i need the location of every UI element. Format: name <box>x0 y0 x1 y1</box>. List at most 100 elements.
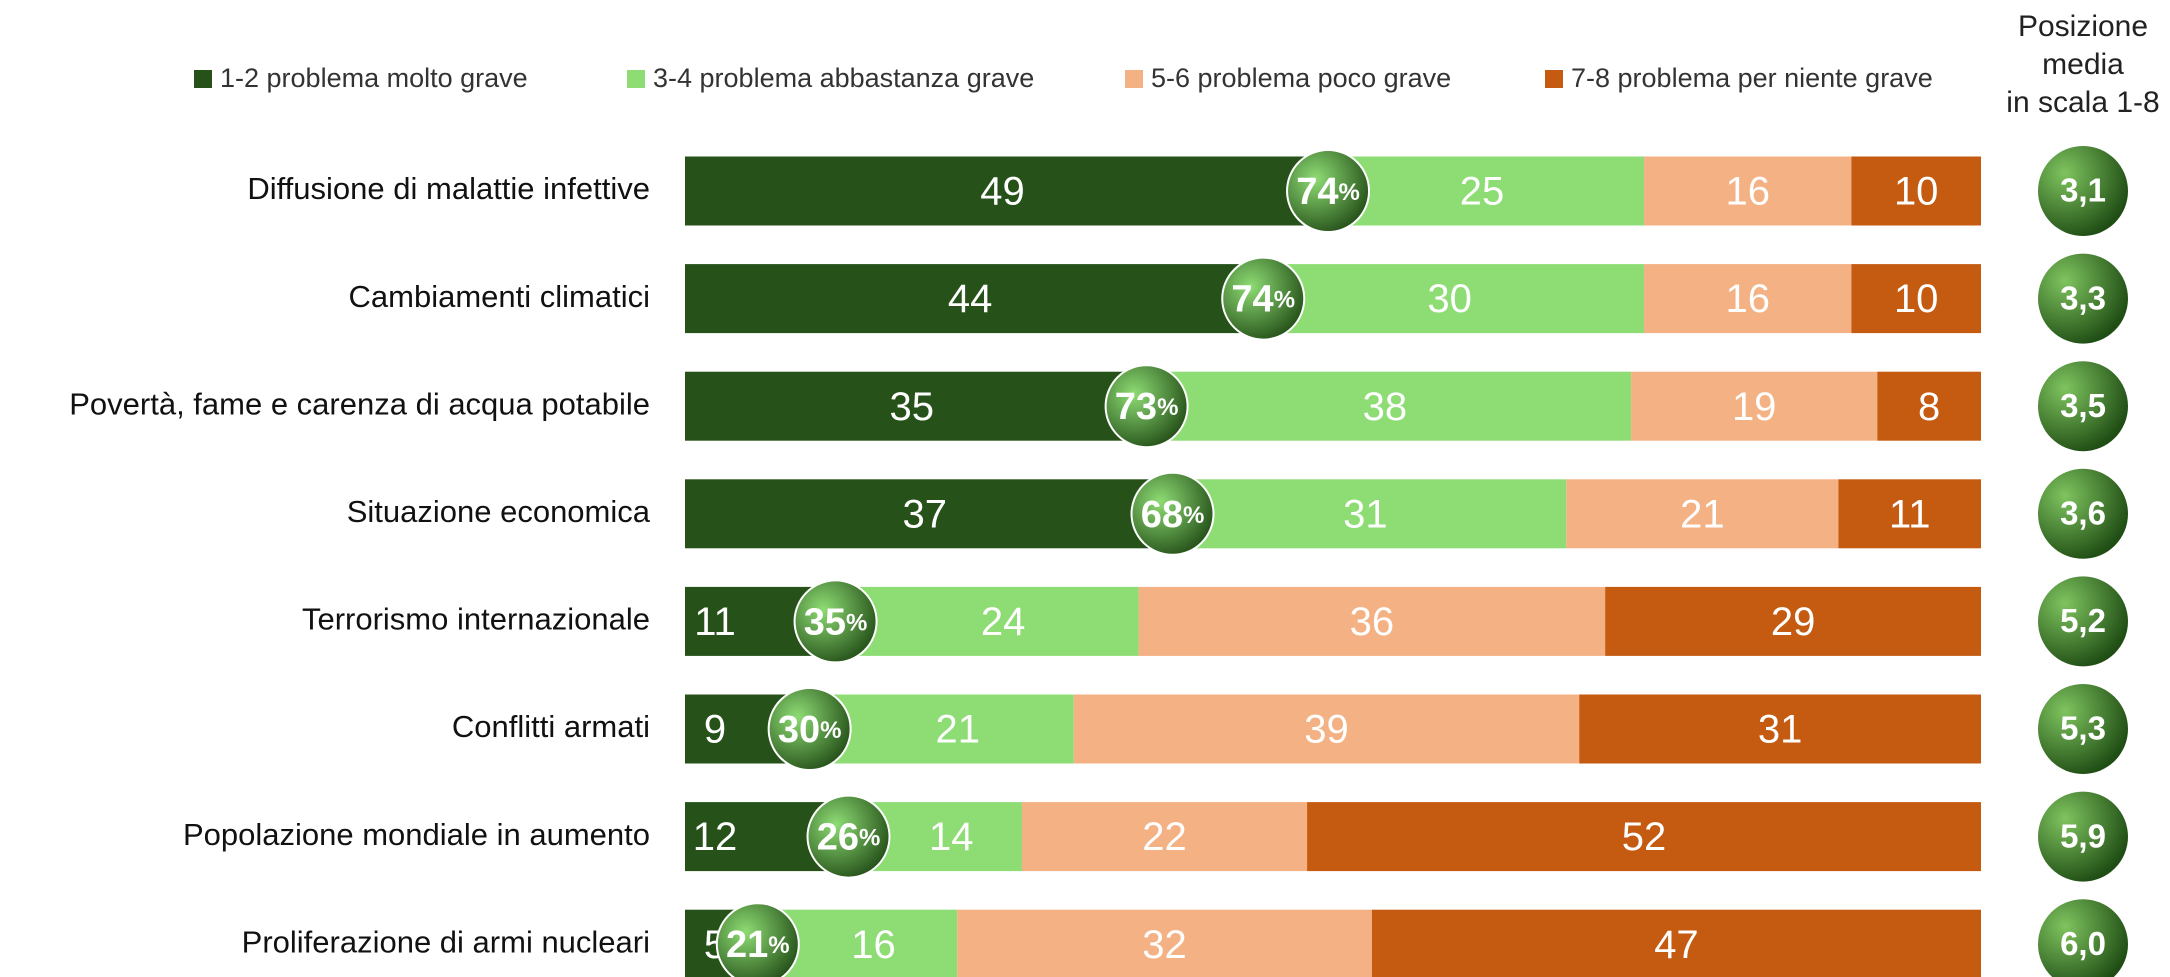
bar-segment <box>1644 156 1852 226</box>
bar-segment <box>1307 802 1981 872</box>
total-value: 21 <box>726 924 768 966</box>
total-badge <box>767 687 852 771</box>
segment-label: 10 <box>1894 170 1939 214</box>
total-label: 21% <box>726 924 790 966</box>
mean-label: 5,9 <box>2060 817 2106 854</box>
total-badge <box>1221 256 1306 341</box>
category-label: Conflitti armati <box>452 709 650 744</box>
bar-segment <box>1138 371 1632 441</box>
segment-label: 11 <box>694 600 736 644</box>
means-header: media <box>2042 48 2124 81</box>
category-label: Diffusione di malattie infettive <box>247 171 650 206</box>
total-badge <box>806 794 891 879</box>
total-value: 30 <box>778 709 820 751</box>
bar-segment <box>1138 586 1606 656</box>
bar-segment <box>1371 909 1981 977</box>
legend-label: 3-4 problema abbastanza grave <box>653 63 1034 93</box>
segment-label: 32 <box>1142 923 1187 967</box>
total-value: 68 <box>1141 494 1183 536</box>
mean-badge <box>2038 468 2128 559</box>
segment-label: 47 <box>1654 923 1699 967</box>
total-label: 30% <box>778 709 842 751</box>
mean-label: 3,1 <box>2060 172 2106 209</box>
total-value: 74 <box>1231 279 1273 321</box>
category-label: Cambiamenti climatici <box>349 279 650 314</box>
segment-label: 14 <box>929 815 974 859</box>
total-unit: % <box>1183 502 1204 529</box>
total-unit: % <box>846 610 867 637</box>
legend-swatch <box>1545 70 1563 88</box>
segment-label: 35 <box>890 385 935 429</box>
mean-label: 3,5 <box>2060 387 2106 424</box>
segment-label: 8 <box>1918 385 1940 429</box>
bar-segment <box>1320 156 1645 226</box>
mean-badge <box>2038 253 2128 344</box>
bar-segment <box>1851 264 1981 334</box>
category-label: Popolazione mondiale in aumento <box>183 817 650 852</box>
bar-segment <box>1073 694 1580 764</box>
segment-label: 31 <box>1758 708 1803 752</box>
category-label: Povertà, fame e carenza di acqua potabil… <box>69 386 650 421</box>
bar-segment <box>685 264 1256 334</box>
category-label: Terrorismo internazionale <box>302 602 650 637</box>
total-unit: % <box>820 717 841 744</box>
segment-label: 49 <box>980 170 1025 214</box>
total-unit: % <box>1157 395 1178 422</box>
total-label: 74% <box>1231 279 1295 321</box>
segment-label: 10 <box>1894 277 1939 321</box>
mean-badge <box>2038 576 2128 667</box>
total-badge <box>1130 471 1215 556</box>
segment-label: 37 <box>903 492 948 536</box>
bar-segment <box>1877 371 1981 441</box>
total-badge <box>1286 149 1371 233</box>
segment-label: 29 <box>1771 600 1816 644</box>
segment-label: 25 <box>1460 170 1505 214</box>
mean-label: 6,0 <box>2060 925 2106 962</box>
segment-label: 11 <box>1889 492 1931 536</box>
segment-label: 39 <box>1304 708 1349 752</box>
bar-segment <box>827 586 1139 656</box>
bar-segment <box>1255 264 1645 334</box>
segment-label: 36 <box>1350 600 1395 644</box>
segment-label: 31 <box>1343 492 1388 536</box>
total-label: 73% <box>1115 386 1179 428</box>
total-value: 73 <box>1115 386 1157 428</box>
total-badge <box>793 579 878 664</box>
legend-swatch <box>627 70 645 88</box>
mean-badge <box>2038 361 2128 452</box>
bar-segment <box>685 479 1165 549</box>
means-header: in scala 1-8 <box>2006 86 2159 119</box>
legend-swatch <box>194 70 212 88</box>
bar-segment <box>1605 586 1981 656</box>
total-unit: % <box>768 933 789 960</box>
segment-label: 12 <box>693 815 738 859</box>
mean-label: 3,6 <box>2060 495 2106 532</box>
bar-segment <box>1579 694 1981 764</box>
bar-segment <box>1851 156 1981 226</box>
category-label: Proliferazione di armi nucleari <box>242 924 650 959</box>
segment-label: 21 <box>935 708 980 752</box>
category-label: Situazione economica <box>347 494 651 529</box>
total-label: 26% <box>817 817 881 859</box>
total-label: 35% <box>804 601 868 643</box>
bar-segment <box>1021 802 1308 872</box>
legend-label: 5-6 problema poco grave <box>1151 63 1451 93</box>
legend-swatch <box>1125 70 1143 88</box>
segment-label: 52 <box>1622 815 1667 859</box>
segment-label: 9 <box>704 708 726 752</box>
segment-label: 44 <box>948 277 993 321</box>
segment-label: 21 <box>1680 492 1725 536</box>
total-badge <box>1104 364 1189 449</box>
segment-label: 16 <box>851 923 896 967</box>
mean-badge <box>2038 684 2128 774</box>
mean-badge <box>2038 146 2128 236</box>
legend-label: 1-2 problema molto grave <box>220 63 528 93</box>
segment-label: 24 <box>981 600 1026 644</box>
mean-badge <box>2038 791 2128 882</box>
bar-segment <box>1631 371 1878 441</box>
bar-segment <box>1164 479 1567 549</box>
bar-segment <box>1644 264 1852 334</box>
legend-label: 7-8 problema per niente grave <box>1571 63 1933 93</box>
total-unit: % <box>1339 179 1360 206</box>
